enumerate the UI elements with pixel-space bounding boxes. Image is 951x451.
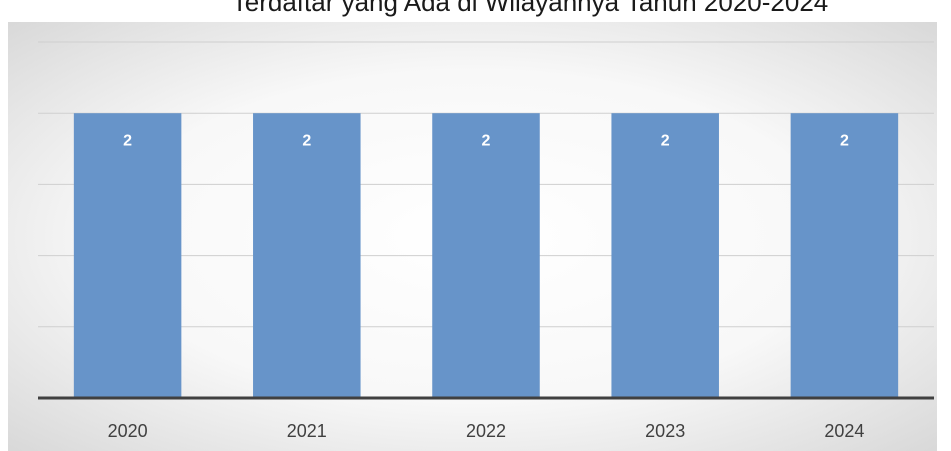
x-tick-label: 2020: [108, 421, 148, 441]
data-label: 2: [123, 132, 132, 149]
bar: [790, 113, 899, 398]
bar: [73, 113, 182, 398]
data-label: 2: [840, 132, 849, 149]
x-tick-label: 2022: [466, 421, 506, 441]
x-tick-label: 2023: [645, 421, 685, 441]
x-tick-label: 2024: [824, 421, 864, 441]
bar: [432, 113, 540, 398]
bar: [253, 113, 361, 398]
data-label: 2: [661, 132, 670, 149]
x-tick-label: 2021: [287, 421, 327, 441]
chart-title: Terdaftar yang Ada di Wilayahnya Tahun 2…: [232, 0, 829, 17]
bar: [611, 113, 719, 398]
data-label: 2: [482, 132, 491, 149]
data-label: 2: [302, 132, 311, 149]
